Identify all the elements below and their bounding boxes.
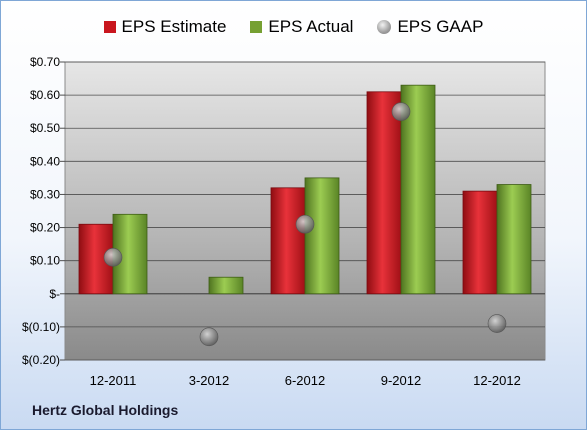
legend-swatch-actual [250, 21, 263, 33]
y-tick-label: $0.20 [30, 221, 60, 235]
y-tick-label: $0.10 [30, 254, 60, 268]
y-tick-label: $0.40 [30, 154, 60, 168]
bar-eps-actual [496, 184, 532, 295]
bar-eps-estimate [270, 187, 306, 295]
marker-eps-gaap [103, 248, 123, 267]
bar-eps-estimate [366, 91, 402, 295]
bar-eps-estimate [462, 190, 498, 295]
y-tick-label: $(0.20) [22, 353, 60, 367]
legend-label-gaap: EPS GAAP [397, 17, 484, 36]
legend-item-gaap: EPS GAAP [377, 17, 483, 37]
x-tick-label: 9-2012 [381, 373, 421, 388]
y-tick-label: $0.70 [30, 55, 60, 69]
bar-eps-actual [400, 84, 436, 295]
x-tick-label: 6-2012 [285, 373, 325, 388]
legend-item-actual: EPS Actual [250, 17, 353, 37]
y-tick-label: $- [49, 287, 60, 301]
x-tick-label: 12-2012 [473, 373, 521, 388]
legend-item-estimate: EPS Estimate [103, 17, 227, 37]
legend-swatch-gaap [377, 20, 392, 34]
y-tick-label: $0.50 [30, 121, 60, 135]
x-tick-label: 12-2011 [90, 373, 137, 388]
y-tick-label: $(0.10) [22, 320, 60, 334]
bar-eps-actual [304, 177, 340, 295]
legend-label-actual: EPS Actual [268, 17, 354, 36]
x-tick-label: 3-2012 [189, 373, 229, 388]
y-tick-label: $0.60 [30, 88, 60, 102]
marker-eps-gaap [487, 314, 507, 333]
company-name: Hertz Global Holdings [32, 402, 179, 418]
marker-eps-gaap [199, 327, 219, 347]
marker-eps-gaap [295, 214, 315, 234]
legend-label-estimate: EPS Estimate [121, 17, 227, 36]
y-tick-label: $0.30 [30, 187, 60, 201]
legend-swatch-estimate [103, 21, 116, 33]
marker-eps-gaap [391, 102, 411, 121]
chart-legend: EPS Estimate EPS Actual EPS GAAP [0, 17, 587, 37]
bar-eps-actual [208, 276, 244, 295]
